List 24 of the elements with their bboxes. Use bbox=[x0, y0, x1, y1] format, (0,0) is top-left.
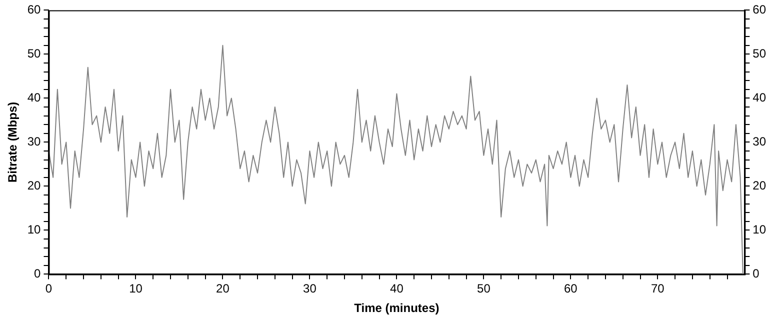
y-tick-label: 40 bbox=[27, 90, 42, 105]
x-tick-label: 20 bbox=[216, 282, 230, 296]
x-tick-label: 50 bbox=[477, 282, 491, 296]
x-tick-label: 30 bbox=[303, 282, 317, 296]
y2-tick-label: 0 bbox=[752, 266, 760, 281]
y2-tick-label: 10 bbox=[752, 222, 766, 237]
y-axis-title: Bitrate (Mbps) bbox=[6, 102, 20, 183]
x-tick-label: 10 bbox=[129, 282, 143, 296]
y2-tick-label: 60 bbox=[752, 2, 766, 17]
y2-tick-label: 50 bbox=[752, 46, 766, 61]
x-tick-label: 70 bbox=[650, 282, 665, 296]
x-axis-title: Time (minutes) bbox=[354, 301, 440, 316]
x-tick-label: 40 bbox=[390, 282, 404, 296]
y-tick-label: 50 bbox=[27, 46, 42, 61]
y-tick-label: 30 bbox=[27, 134, 42, 149]
y-tick-label: 0 bbox=[34, 266, 42, 281]
x-tick-label: 0 bbox=[45, 282, 52, 296]
y-tick-label: 60 bbox=[27, 2, 42, 17]
y2-tick-label: 40 bbox=[752, 90, 766, 105]
y2-tick-label: 30 bbox=[752, 134, 766, 149]
y-tick-label: 20 bbox=[27, 178, 42, 193]
x-tick-label: 60 bbox=[564, 282, 578, 296]
y2-tick-label: 20 bbox=[752, 178, 766, 193]
y-tick-label: 10 bbox=[27, 222, 42, 237]
